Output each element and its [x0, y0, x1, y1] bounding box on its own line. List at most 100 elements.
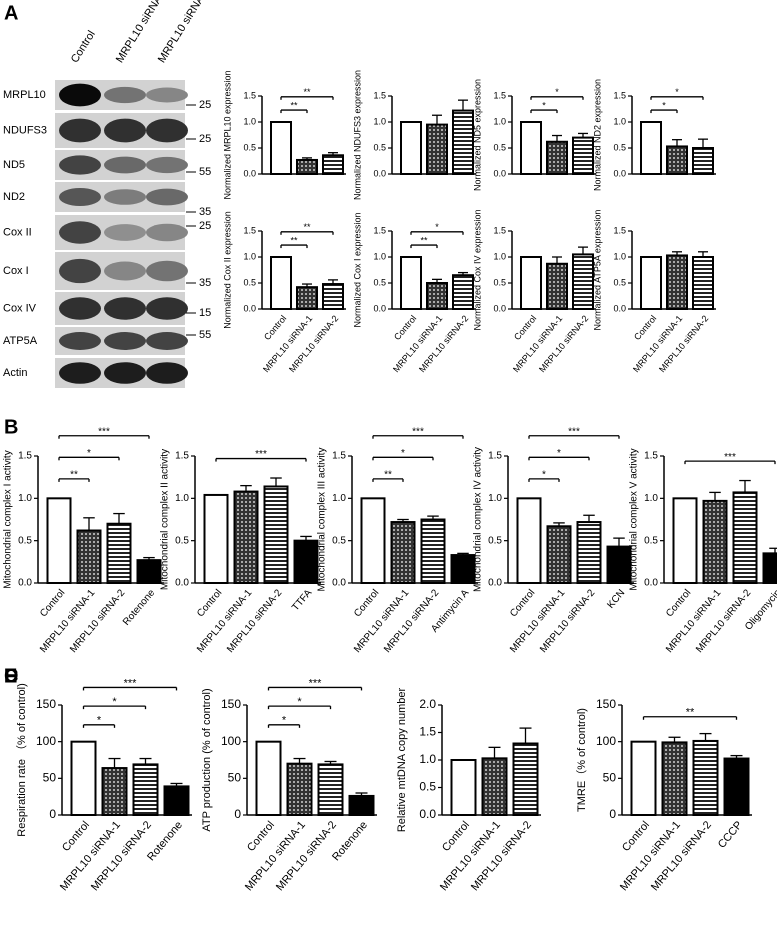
bar — [723, 757, 750, 816]
blot-band — [104, 224, 146, 241]
marker-label: 25 — [199, 133, 211, 145]
x-tick-label: Control — [245, 819, 277, 854]
bar — [420, 518, 446, 584]
significance-label: * — [662, 100, 666, 110]
y-tick-label: 0.5 — [644, 535, 658, 546]
bar — [70, 740, 97, 817]
bar — [450, 759, 477, 816]
bar — [452, 274, 474, 311]
blot-band — [146, 332, 188, 350]
y-tick-label: 0.5 — [493, 277, 506, 287]
blot-band — [104, 261, 146, 281]
blot-band — [59, 258, 101, 284]
bar — [576, 521, 602, 584]
x-tick-label: Control — [508, 588, 537, 620]
y-tick-label: 50 — [228, 771, 242, 785]
panel-letter: A — [4, 2, 18, 24]
y-tick-label: 0.5 — [419, 780, 436, 794]
significance-label: ** — [384, 470, 392, 481]
y-tick-label: 0.5 — [373, 277, 386, 287]
y-tick-label: 1.0 — [18, 493, 32, 504]
bar — [270, 121, 292, 175]
bar — [203, 493, 229, 584]
blot-band — [59, 155, 101, 175]
y-tick-label: 0.5 — [493, 142, 506, 152]
panel-letter: B — [4, 416, 18, 438]
bar — [732, 491, 758, 585]
y-tick-label: 0.0 — [332, 578, 346, 589]
panel-letter: D — [4, 665, 18, 687]
bar — [512, 742, 539, 816]
y-tick-label: 0.0 — [644, 578, 658, 589]
x-tick-label: MRPL10 siRNA-2 — [537, 313, 590, 374]
y-tick-label: 1.0 — [488, 493, 502, 504]
y-tick-label: 0.0 — [493, 303, 506, 313]
y-tick-label: 1.5 — [243, 225, 256, 235]
panel-letter: F — [4, 665, 16, 687]
x-tick-label: KCN — [605, 588, 627, 611]
marker-label: 15 — [199, 307, 211, 319]
y-axis-label: Respiration rate （% of control) — [15, 683, 28, 836]
x-tick-label: MRPL10 siRNA-2 — [538, 587, 597, 655]
bar — [546, 262, 568, 311]
bar — [692, 256, 714, 310]
blot-band — [59, 297, 101, 320]
bar — [692, 147, 714, 175]
bar — [255, 740, 282, 817]
significance-label: * — [542, 100, 546, 110]
y-tick-label: 1.5 — [613, 90, 626, 100]
significance-label: *** — [124, 677, 138, 689]
bar — [163, 785, 190, 817]
marker-label: 35 — [199, 277, 211, 289]
x-tick-label: MRPL10 siRNA-1 — [664, 587, 723, 655]
marker-label: 55 — [199, 329, 211, 341]
x-tick-label: MRPL10 siRNA-1 — [508, 587, 567, 655]
y-tick-label: 1.5 — [493, 90, 506, 100]
y-tick-label: 150 — [221, 697, 241, 711]
blot-band — [146, 362, 188, 384]
y-tick-label: 1.0 — [493, 251, 506, 261]
bar — [672, 497, 698, 585]
y-tick-label: 0.0 — [18, 578, 32, 589]
y-axis-label: TMRE（% of control) — [575, 708, 588, 812]
bar — [101, 767, 128, 816]
bar — [762, 552, 777, 584]
y-tick-label: 0.0 — [373, 303, 386, 313]
significance-label: *** — [724, 452, 736, 463]
x-tick-label: MRPL10 siRNA-2 — [225, 587, 284, 655]
y-tick-label: 1.0 — [493, 116, 506, 126]
y-tick-label: 0.5 — [332, 535, 346, 546]
bar — [572, 253, 594, 310]
significance-label: *** — [309, 677, 323, 689]
significance-label: * — [555, 87, 559, 97]
x-tick-label: MRPL10 siRNA-2 — [274, 819, 339, 893]
significance-label: *** — [98, 426, 110, 437]
significance-label: * — [435, 222, 439, 232]
bar — [666, 254, 688, 311]
y-axis-label: Normalized ATP5A expression — [592, 210, 602, 331]
y-tick-label: 0.0 — [243, 168, 256, 178]
blot-band — [104, 118, 146, 143]
bar — [640, 256, 662, 310]
x-tick-label: Control — [512, 313, 538, 342]
y-axis-label: Relative mtDNA copy number — [396, 688, 408, 833]
marker-label: 25 — [199, 220, 211, 232]
bar — [520, 256, 542, 310]
blot-band — [146, 118, 188, 143]
blot-band — [104, 86, 146, 104]
y-tick-label: 0.5 — [613, 142, 626, 152]
y-tick-label: 1.0 — [175, 493, 189, 504]
lane-label: MRPL10 siRNA-2 — [156, 0, 212, 65]
bar — [136, 559, 162, 585]
significance-label: ** — [420, 235, 428, 245]
x-tick-label: MRPL10 siRNA-1 — [38, 587, 97, 655]
blot-band — [146, 260, 188, 282]
y-axis-label: Mitochondrial complex V activity — [629, 448, 640, 590]
y-tick-label: 1.5 — [243, 90, 256, 100]
bar — [360, 497, 386, 585]
bar — [286, 762, 313, 817]
bar — [640, 121, 662, 175]
bar — [132, 763, 159, 817]
bar — [666, 145, 688, 176]
